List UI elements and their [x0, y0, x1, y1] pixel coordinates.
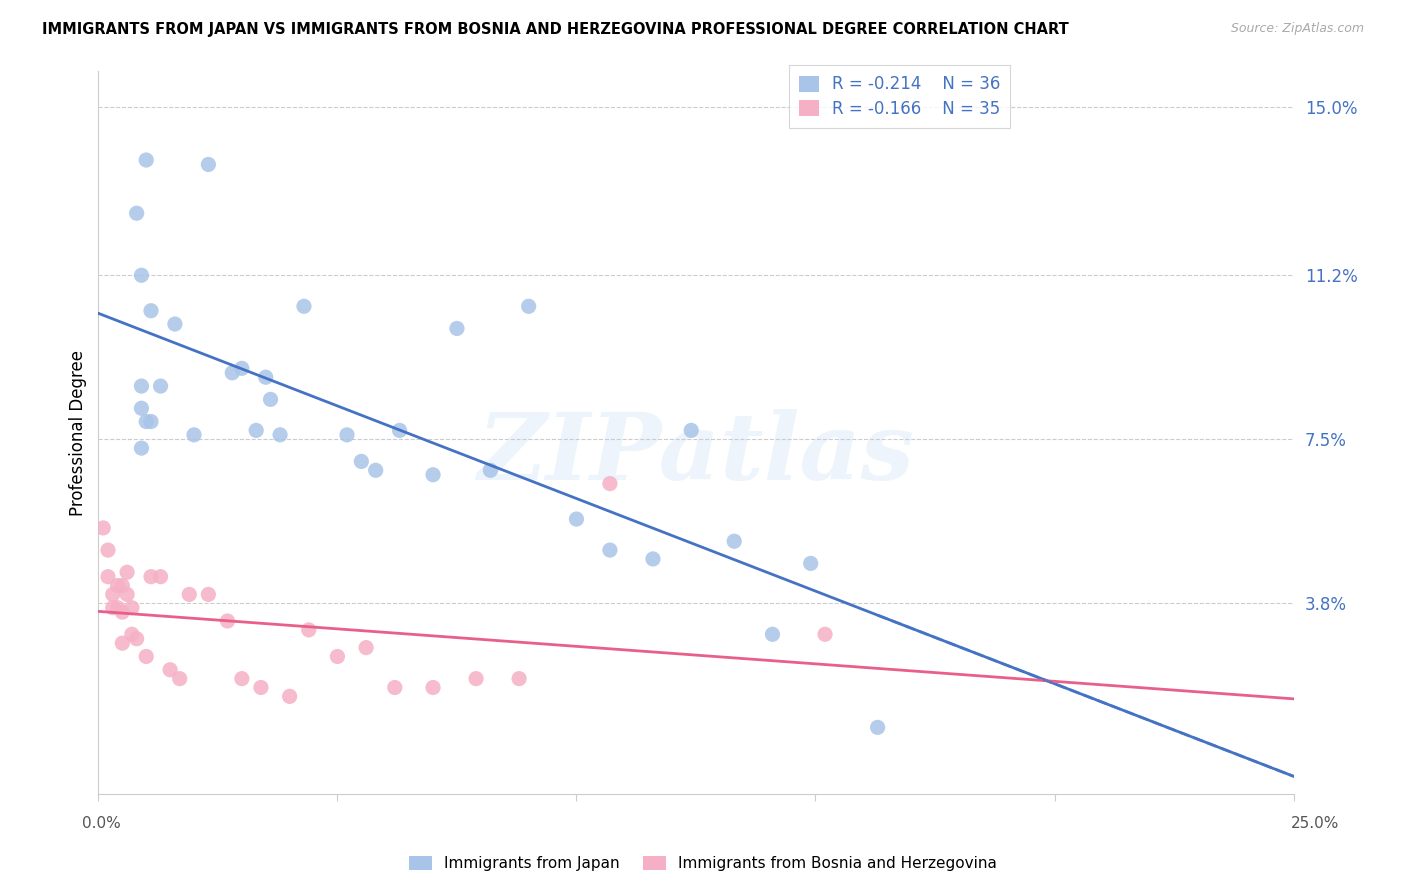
Point	[111, 578, 134, 592]
Point	[254, 370, 277, 384]
Point	[217, 614, 239, 628]
Point	[446, 321, 468, 335]
Point	[422, 467, 444, 482]
Point	[364, 463, 387, 477]
Point	[599, 476, 621, 491]
Text: 0.0%: 0.0%	[82, 816, 121, 830]
Point	[115, 566, 138, 580]
Point	[159, 663, 181, 677]
Point	[422, 681, 444, 695]
Point	[101, 587, 124, 601]
Point	[107, 600, 129, 615]
Point	[183, 427, 205, 442]
Point	[723, 534, 745, 549]
Text: Source: ZipAtlas.com: Source: ZipAtlas.com	[1230, 22, 1364, 36]
Point	[866, 720, 889, 734]
Point	[292, 299, 315, 313]
Legend: Immigrants from Japan, Immigrants from Bosnia and Herzegovina: Immigrants from Japan, Immigrants from B…	[404, 850, 1002, 877]
Point	[681, 424, 703, 438]
Point	[354, 640, 377, 655]
Point	[565, 512, 588, 526]
Point	[139, 570, 162, 584]
Point	[326, 649, 349, 664]
Legend: R = -0.214    N = 36, R = -0.166    N = 35: R = -0.214 N = 36, R = -0.166 N = 35	[789, 65, 1011, 128]
Point	[465, 672, 488, 686]
Text: ZIPatlas: ZIPatlas	[478, 409, 914, 500]
Point	[800, 557, 823, 571]
Point	[479, 463, 502, 477]
Point	[101, 600, 124, 615]
Point	[125, 206, 148, 220]
Point	[384, 681, 406, 695]
Point	[111, 605, 134, 619]
Point	[197, 157, 219, 171]
Point	[131, 379, 153, 393]
Point	[107, 578, 129, 592]
Point	[599, 543, 621, 558]
Point	[221, 366, 243, 380]
Point	[121, 600, 143, 615]
Point	[517, 299, 540, 313]
Point	[131, 401, 153, 416]
Y-axis label: Professional Degree: Professional Degree	[69, 350, 87, 516]
Point	[131, 268, 153, 283]
Point	[135, 415, 157, 429]
Point	[231, 361, 253, 376]
Text: IMMIGRANTS FROM JAPAN VS IMMIGRANTS FROM BOSNIA AND HERZEGOVINA PROFESSIONAL DEG: IMMIGRANTS FROM JAPAN VS IMMIGRANTS FROM…	[42, 22, 1069, 37]
Point	[139, 415, 162, 429]
Point	[125, 632, 148, 646]
Point	[121, 627, 143, 641]
Point	[179, 587, 201, 601]
Point	[111, 636, 134, 650]
Point	[250, 681, 273, 695]
Point	[761, 627, 783, 641]
Point	[641, 552, 664, 566]
Point	[336, 427, 359, 442]
Point	[278, 690, 301, 704]
Point	[135, 649, 157, 664]
Point	[135, 153, 157, 167]
Point	[245, 424, 267, 438]
Point	[131, 441, 153, 455]
Point	[169, 672, 191, 686]
Point	[97, 570, 120, 584]
Point	[97, 543, 120, 558]
Point	[149, 570, 172, 584]
Point	[197, 587, 219, 601]
Point	[91, 521, 114, 535]
Text: 25.0%: 25.0%	[1291, 816, 1339, 830]
Point	[350, 454, 373, 468]
Point	[139, 303, 162, 318]
Point	[163, 317, 186, 331]
Point	[115, 587, 138, 601]
Point	[388, 424, 411, 438]
Point	[298, 623, 321, 637]
Point	[259, 392, 281, 407]
Point	[231, 672, 253, 686]
Point	[508, 672, 530, 686]
Point	[814, 627, 837, 641]
Point	[269, 427, 291, 442]
Point	[149, 379, 172, 393]
